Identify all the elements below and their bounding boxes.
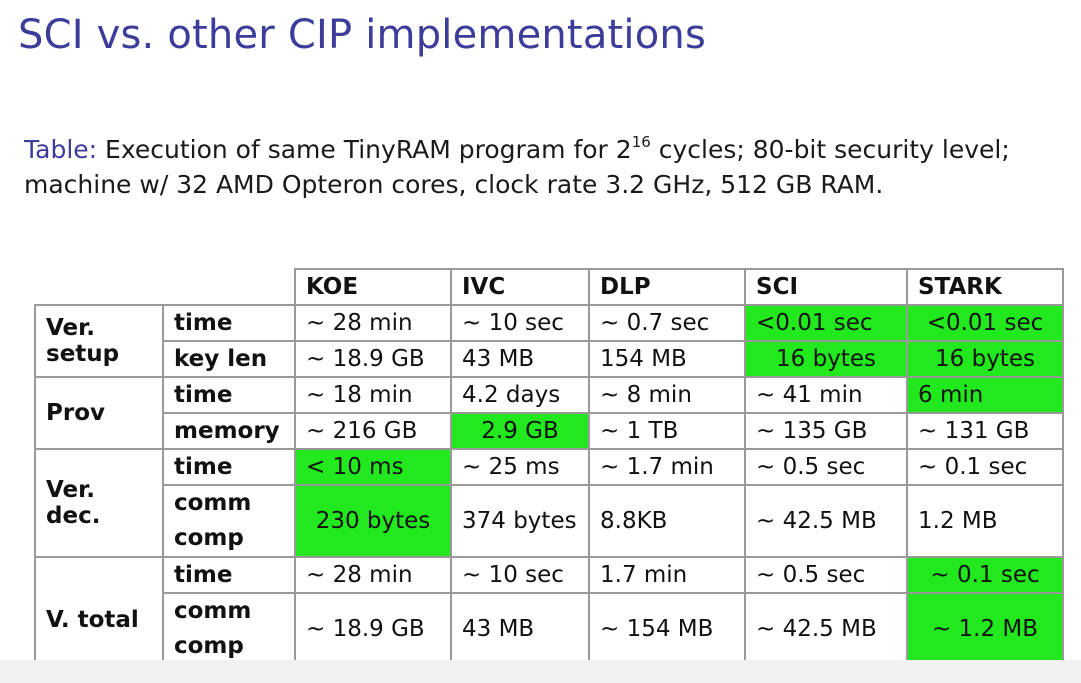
table-cell: ∼ 28 min [294,556,452,594]
caption-line1-after: cycles; 80-bit security level; [650,135,1010,164]
row-metric-label: memory [162,412,296,450]
table-cell-highlighted: <0.01 sec [906,304,1064,342]
table-cell-highlighted: 6 min [906,376,1064,414]
table-cell: ∼ 42.5 MB [744,484,908,558]
metric-label-line2: comp [174,633,244,659]
comparison-table: KOE IVC DLP SCI STARK Ver. setup time ∼ 2… [34,268,1064,666]
row-metric-label: time [162,376,296,414]
caption-line1-before: Execution of same TinyRAM program for 2 [105,135,632,164]
caption-line-2: machine w/ 32 AMD Opteron cores, clock r… [24,170,884,199]
table-cell: 154 MB [588,340,746,378]
row-metric-label: time [162,556,296,594]
table-cell: ∼ 216 GB [294,412,452,450]
table-cell: ∼ 135 GB [744,412,908,450]
table-cell: ∼ 154 MB [588,592,746,666]
column-header-stark: STARK [906,268,1064,306]
caption-line-1: Table: Execution of same TinyRAM program… [24,132,1010,167]
metric-label-line1: comm [174,490,252,516]
table-cell: ∼ 1.7 min [588,448,746,486]
table-row: comm comp ∼ 18.9 GB 43 MB ∼ 154 MB ∼ 42.5… [35,592,1064,666]
table-cell: ∼ 10 sec [450,304,590,342]
table-row: memory ∼ 216 GB 2.9 GB ∼ 1 TB ∼ 135 GB ∼… [35,412,1064,450]
table-cell: ∼ 0.5 sec [744,556,908,594]
table-cell-highlighted: 2.9 GB [450,412,590,450]
table-cell: 4.2 days [450,376,590,414]
table-cell: ∼ 18 min [294,376,452,414]
bottom-margin-strip [0,660,1081,683]
table-row: Ver. dec. time < 10 ms ∼ 25 ms ∼ 1.7 min … [34,448,1064,558]
table-cell: 8.8KB [588,484,746,558]
table-cell: ∼ 42.5 MB [744,592,908,666]
group-label-line2: dec. [46,503,101,529]
table-row: comm comp 230 bytes 374 bytes 8.8KB ∼ 42.… [35,484,1064,558]
table-row: Ver. setup time ∼ 28 min ∼ 10 sec ∼ 0.7 s… [34,304,1064,378]
group-label-line1: Ver. [46,477,95,503]
row-metric-label: time [162,448,296,486]
table-cell: ∼ 25 ms [450,448,590,486]
column-header-sci: SCI [744,268,908,306]
table-cell: ∼ 28 min [294,304,452,342]
table-row: V. total time ∼ 28 min ∼ 10 sec 1.7 min … [34,556,1064,666]
table-cell: ∼ 41 min [744,376,908,414]
table-cell: ∼ 10 sec [450,556,590,594]
row-group-label: Ver. dec. [34,448,164,558]
table-cell: 1.2 MB [906,484,1064,558]
group-label-line1: Prov [46,400,105,426]
table-cell: ∼ 131 GB [906,412,1064,450]
table-cell-highlighted: <0.01 sec [744,304,908,342]
table-cell-highlighted: 230 bytes [294,484,452,558]
row-group-label: Ver. setup [34,304,164,378]
table-cell-highlighted: 16 bytes [744,340,908,378]
table-cell-highlighted: < 10 ms [294,448,452,486]
group-label-line2: setup [46,341,120,367]
table-cell: 43 MB [450,340,590,378]
header-row: KOE IVC DLP SCI STARK [35,268,1064,306]
column-header-koe: KOE [294,268,452,306]
table-cell-highlighted: ∼ 1.2 MB [906,592,1064,666]
table-cell: ∼ 8 min [588,376,746,414]
table-cell: ∼ 18.9 GB [294,340,452,378]
table-cell: ∼ 1 TB [588,412,746,450]
table-caption: Table: Execution of same TinyRAM program… [24,132,1010,202]
row-metric-label: comm comp [162,592,296,666]
table-cell: ∼ 0.5 sec [744,448,908,486]
table-row: Prov time ∼ 18 min 4.2 days ∼ 8 min ∼ 41… [34,376,1064,450]
group-label-line1: Ver. [46,315,95,341]
column-header-dlp: DLP [588,268,746,306]
table-cell-highlighted: ∼ 0.1 sec [906,556,1064,594]
table-cell: ∼ 0.7 sec [588,304,746,342]
caption-exponent: 16 [631,133,651,151]
row-metric-label: comm comp [162,484,296,558]
table-row: key len ∼ 18.9 GB 43 MB 154 MB 16 bytes … [35,340,1064,378]
table-cell: 43 MB [450,592,590,666]
metric-label-line1: comm [174,598,252,624]
column-header-ivc: IVC [450,268,590,306]
header-corner [35,269,296,306]
row-group-label: V. total [34,556,164,666]
metric-label-line2: comp [174,525,244,551]
table-cell: 1.7 min [588,556,746,594]
row-group-label: Prov [34,376,164,450]
group-label-line1: V. total [46,607,139,633]
slide-title: SCI vs. other CIP implementations [18,12,706,58]
row-metric-label: key len [162,340,296,378]
table-cell-highlighted: 16 bytes [906,340,1064,378]
row-metric-label: time [162,304,296,342]
table-cell: ∼ 0.1 sec [906,448,1064,486]
table-cell: ∼ 18.9 GB [294,592,452,666]
caption-label: Table: [24,135,98,164]
table-cell: 374 bytes [450,484,590,558]
